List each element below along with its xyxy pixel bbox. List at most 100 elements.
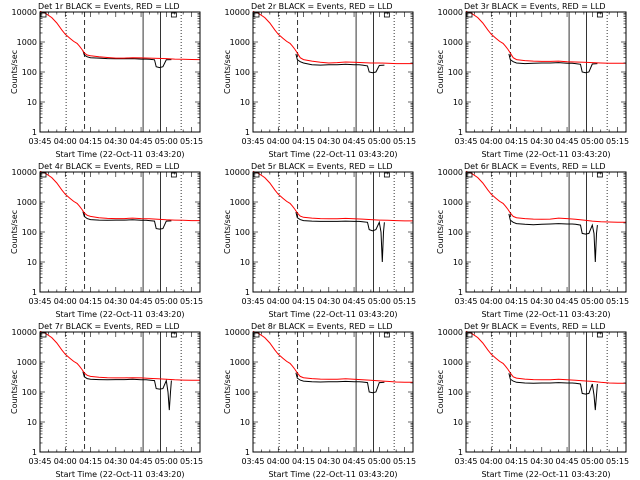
- x-tick-label: 04:15: [504, 137, 529, 146]
- y-tick-label: 10: [239, 97, 250, 107]
- detector-plot-panel: Det 4r BLACK = Events, RED = LLD 1 10 100 10…: [0, 160, 213, 320]
- end-marker-box: [170, 12, 177, 18]
- x-tick-label: 03:45: [454, 457, 478, 466]
- x-tick-label: 05:00: [367, 137, 391, 146]
- x-tick-label: 04:00: [53, 297, 77, 306]
- panel-title: Det 5r BLACK = Events, RED = LLD: [251, 162, 393, 171]
- end-marker-box: [383, 172, 390, 178]
- x-tick-label: 04:00: [53, 457, 77, 466]
- end-marker-box: [170, 332, 177, 338]
- y-tick-label: 10000: [11, 167, 37, 177]
- x-tick-label: 03:45: [28, 297, 52, 306]
- x-tick-label: 03:45: [241, 297, 265, 306]
- y-tick-label: 1: [31, 447, 37, 457]
- x-tick-label: 05:15: [180, 137, 204, 146]
- plot-svg: [39, 10, 201, 133]
- y-tick-label: 100: [234, 387, 250, 397]
- x-tick-label: 04:30: [530, 457, 554, 466]
- y-tick-label: 1000: [229, 357, 250, 367]
- y-tick-label: 1: [457, 287, 463, 297]
- plot-svg: [465, 10, 627, 133]
- x-axis-label: Start Time (22-Oct-11 03:43:20): [481, 470, 611, 479]
- x-tick-label: 05:00: [580, 457, 604, 466]
- x-tick-label: 04:15: [291, 457, 316, 466]
- detector-plot-panel: Det 3r BLACK = Events, RED = LLD 1 10 100 10…: [426, 0, 639, 160]
- plot-svg: [252, 170, 414, 293]
- x-axis-label: Start Time (22-Oct-11 03:43:20): [55, 150, 185, 159]
- x-tick-label: 05:00: [367, 297, 391, 306]
- lld-series-line: [252, 330, 413, 383]
- detector-plot-panel: Det 8r BLACK = Events, RED = LLD 1 10 100 10…: [213, 320, 426, 480]
- end-marker-box: [383, 332, 390, 338]
- x-axis-label: Start Time (22-Oct-11 03:43:20): [268, 470, 398, 479]
- end-marker-box: [383, 12, 390, 18]
- x-tick-label: 05:15: [393, 457, 417, 466]
- y-tick-label: 100: [447, 67, 463, 77]
- y-tick-label: 1: [31, 287, 37, 297]
- x-axis-label: Start Time (22-Oct-11 03:43:20): [55, 310, 185, 319]
- plot-frame: [465, 331, 627, 453]
- x-tick-label: 05:00: [580, 137, 604, 146]
- events-series-line: [82, 50, 172, 69]
- plot-svg: [252, 330, 414, 453]
- x-tick-label: 03:45: [241, 137, 265, 146]
- x-tick-label: 04:15: [78, 457, 103, 466]
- y-tick-label: 10000: [224, 327, 250, 337]
- x-tick-label: 05:15: [606, 297, 630, 306]
- lld-series-line: [465, 10, 626, 64]
- x-tick-label: 04:45: [342, 457, 366, 466]
- panel-title: Det 1r BLACK = Events, RED = LLD: [38, 2, 180, 11]
- x-tick-label: 03:45: [454, 297, 478, 306]
- x-tick-label: 05:00: [154, 457, 178, 466]
- y-tick-label: 1000: [16, 197, 37, 207]
- x-tick-label: 04:00: [266, 297, 290, 306]
- y-tick-label: 100: [21, 227, 37, 237]
- plot-frame: [252, 171, 414, 293]
- lld-series-line: [39, 170, 200, 222]
- x-tick-label: 04:45: [129, 137, 153, 146]
- x-tick-label: 04:15: [504, 297, 529, 306]
- detector-plot-panel: Det 7r BLACK = Events, RED = LLD 1 10 100 10…: [0, 320, 213, 480]
- x-tick-label: 04:00: [479, 137, 503, 146]
- y-tick-label: 1: [457, 127, 463, 137]
- events-series-line: [295, 53, 385, 74]
- x-axis-label: Start Time (22-Oct-11 03:43:20): [55, 470, 185, 479]
- x-axis-label: Start Time (22-Oct-11 03:43:20): [481, 310, 611, 319]
- y-axis-label: Counts/sec: [10, 49, 19, 94]
- x-tick-label: 04:30: [530, 297, 554, 306]
- y-tick-label: 100: [447, 387, 463, 397]
- x-tick-label: 04:30: [104, 297, 128, 306]
- x-tick-label: 04:00: [266, 457, 290, 466]
- panel-title: Det 8r BLACK = Events, RED = LLD: [251, 322, 393, 331]
- lld-series-line: [465, 170, 626, 223]
- plot-svg: [39, 170, 201, 293]
- lld-series-line: [39, 330, 200, 381]
- y-axis-label: Counts/sec: [223, 49, 232, 94]
- x-tick-label: 05:00: [154, 297, 178, 306]
- plot-svg: [252, 10, 414, 133]
- y-tick-label: 1000: [229, 37, 250, 47]
- y-axis-label: Counts/sec: [10, 209, 19, 254]
- x-tick-label: 04:45: [555, 297, 579, 306]
- y-axis-label: Counts/sec: [436, 369, 445, 414]
- y-tick-label: 1000: [16, 357, 37, 367]
- plot-frame: [39, 11, 201, 133]
- x-tick-label: 04:45: [342, 297, 366, 306]
- y-tick-label: 10000: [11, 7, 37, 17]
- x-tick-label: 03:45: [454, 137, 478, 146]
- x-tick-label: 04:30: [530, 137, 554, 146]
- x-tick-label: 05:15: [393, 297, 417, 306]
- y-tick-label: 10000: [437, 7, 463, 17]
- end-marker-box: [170, 172, 177, 178]
- events-series-line: [82, 211, 172, 230]
- lld-series-line: [39, 10, 201, 61]
- y-axis-label: Counts/sec: [223, 369, 232, 414]
- events-series-line: [295, 372, 385, 394]
- y-tick-label: 1000: [16, 37, 37, 47]
- x-axis-label: Start Time (22-Oct-11 03:43:20): [268, 150, 398, 159]
- panel-title: Det 7r BLACK = Events, RED = LLD: [38, 322, 180, 331]
- y-tick-label: 1: [244, 447, 250, 457]
- y-tick-label: 10: [26, 417, 37, 427]
- x-tick-label: 04:30: [317, 457, 341, 466]
